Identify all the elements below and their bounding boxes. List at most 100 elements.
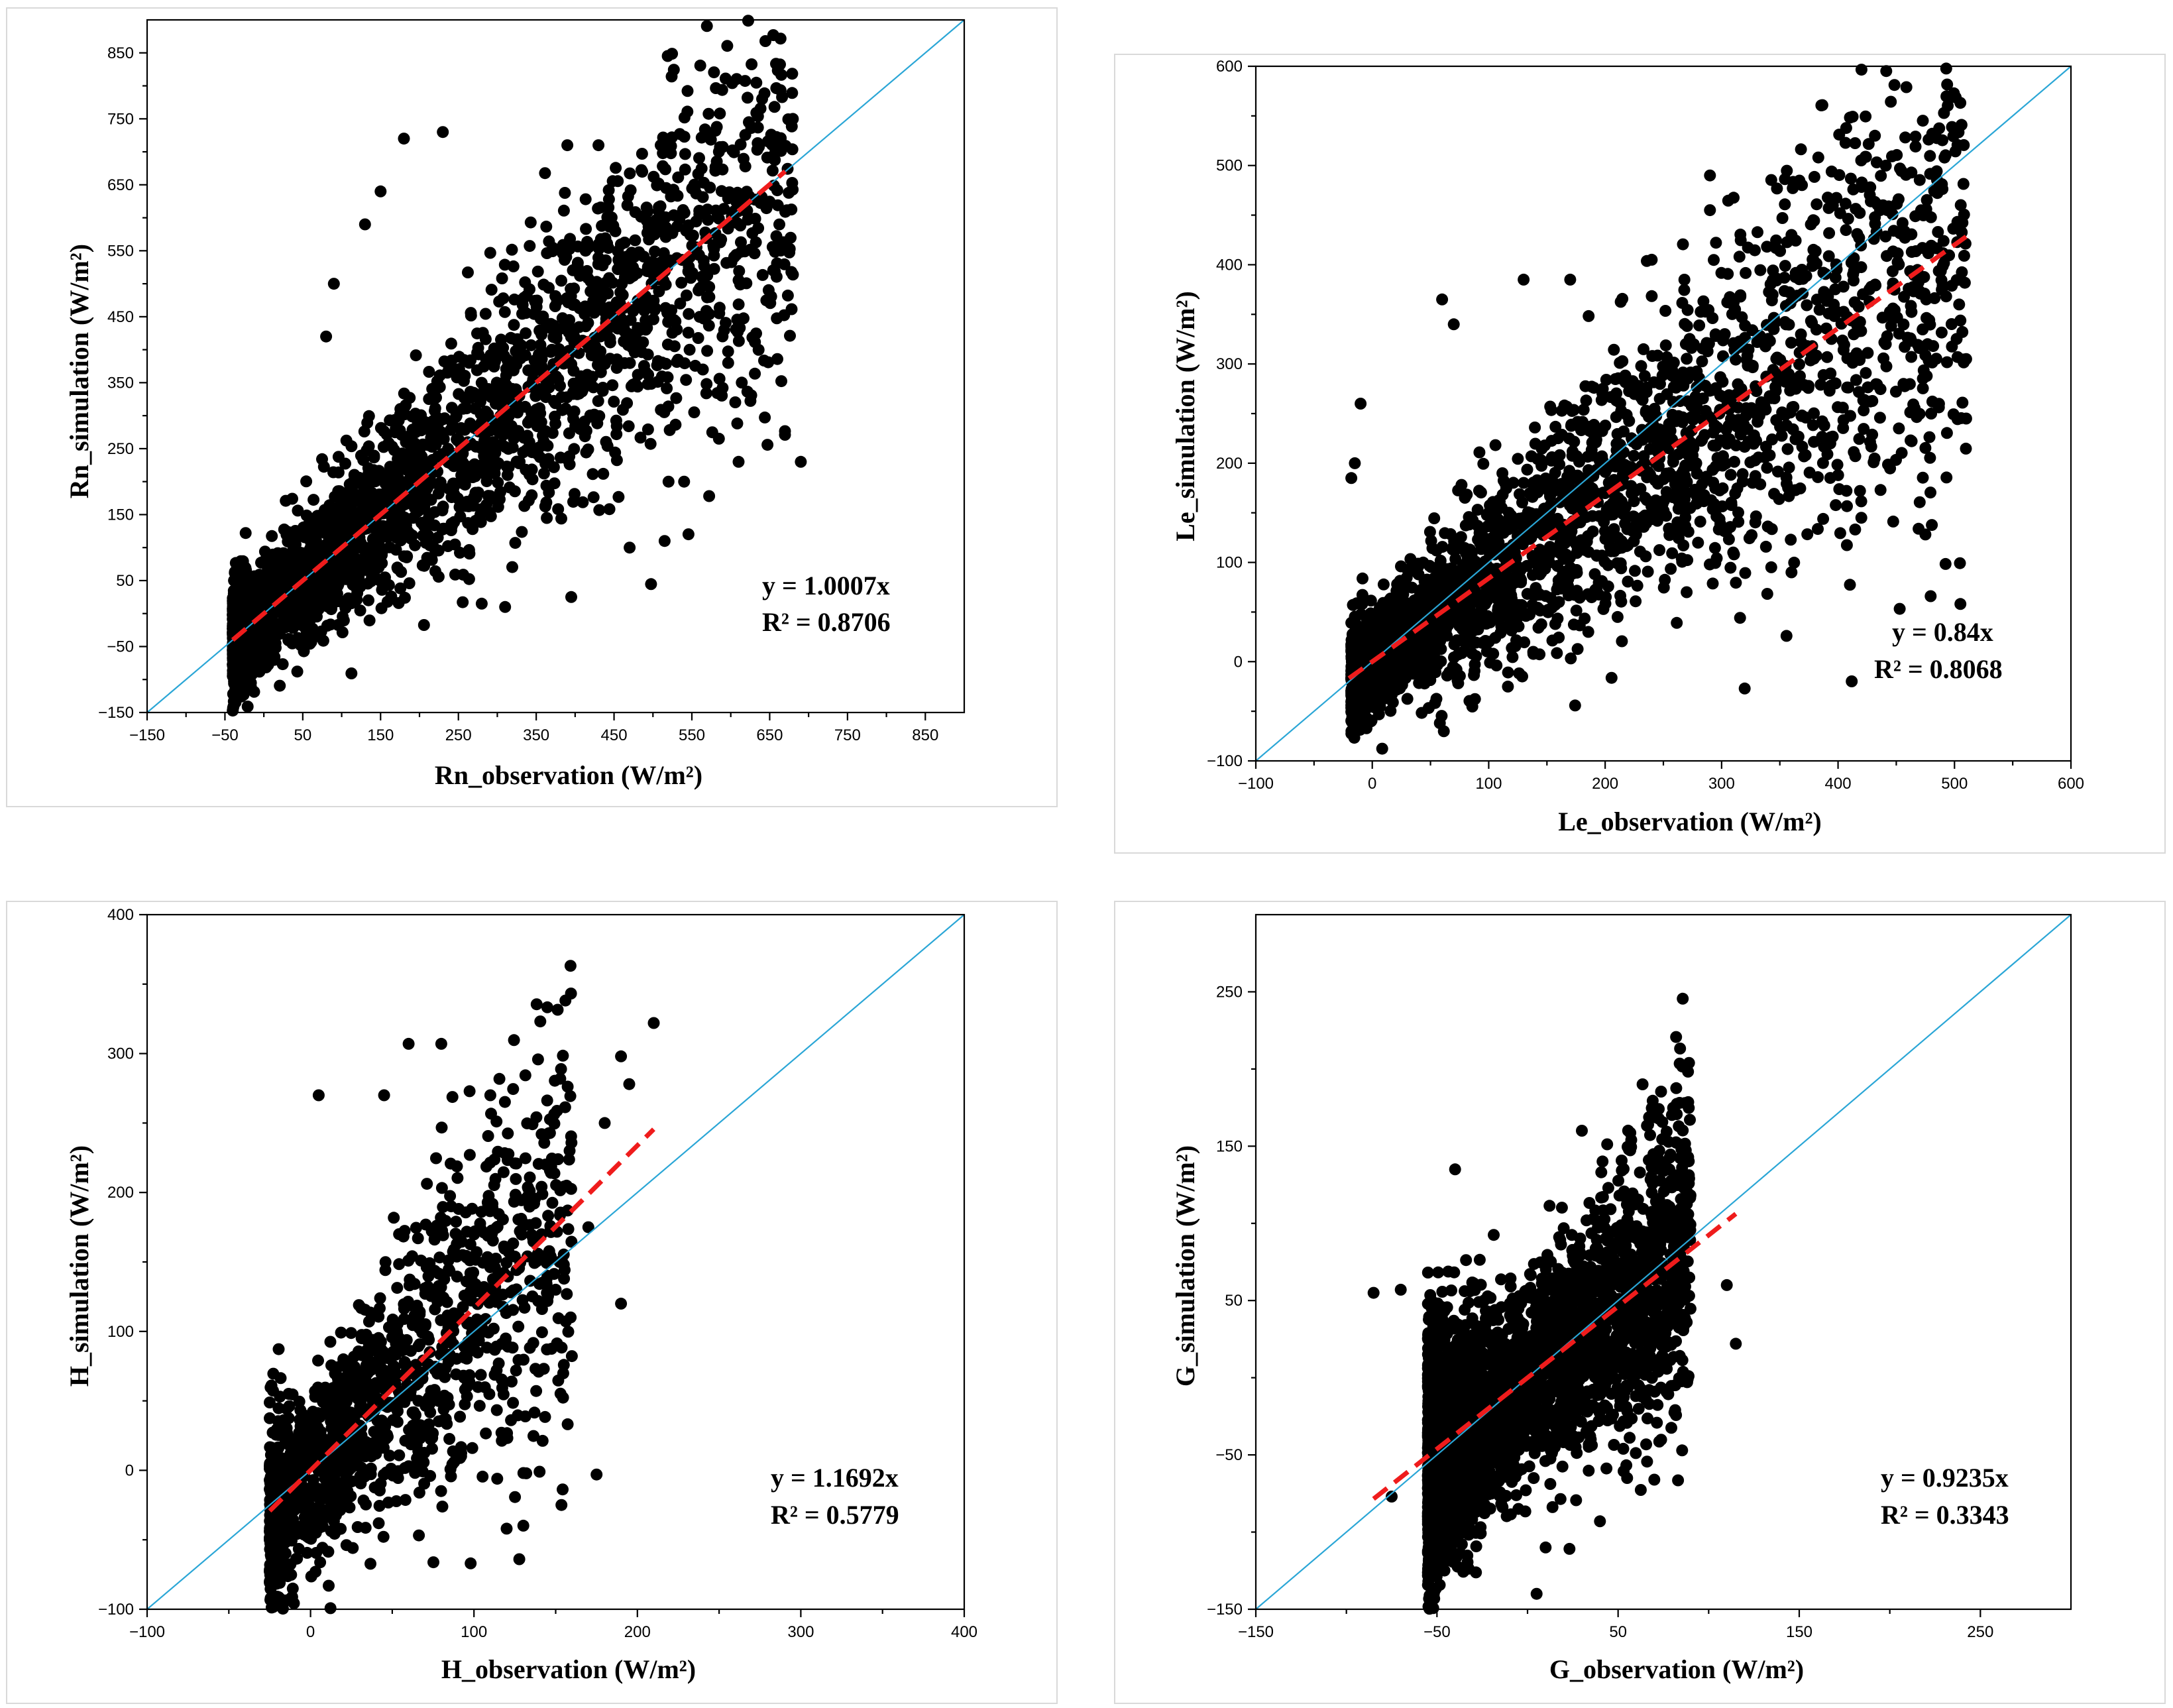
le-data-point [1512, 453, 1524, 465]
le-data-point [1357, 572, 1368, 585]
rn-data-point [331, 536, 344, 549]
rn-data-point [478, 382, 490, 394]
rn-data-point [479, 333, 492, 345]
rn-data-point [579, 308, 591, 320]
le-data-point [1638, 370, 1651, 382]
le-data-point [1893, 422, 1905, 435]
rn-data-point [402, 451, 415, 463]
rn-data-point [602, 184, 615, 196]
rn-x-tick-label: 50 [294, 726, 312, 744]
rn-data-point [647, 170, 660, 183]
rn-data-point [778, 309, 791, 321]
rn-x-tick-label: 150 [367, 726, 394, 744]
rn-data-point [539, 500, 551, 512]
le-data-point [1940, 471, 1953, 484]
rn-data-point [661, 382, 673, 394]
rn-regression-line [231, 169, 787, 642]
rn-data-point [774, 58, 786, 71]
le-data-point [1724, 561, 1737, 574]
le-data-point [1566, 449, 1579, 462]
rn-data-point [537, 278, 550, 291]
rn-data-point [760, 294, 773, 307]
rn-data-point [354, 604, 366, 617]
le-data-point [1348, 732, 1361, 744]
rn-data-point [458, 392, 471, 404]
rn-y-tick-label: 650 [107, 176, 134, 194]
rn-data-point [550, 332, 563, 345]
le-data-point [1502, 666, 1514, 679]
le-data-point [1730, 577, 1742, 589]
le-data-point [1776, 212, 1789, 224]
rn-data-point [249, 647, 260, 659]
rn-data-point [411, 439, 423, 452]
le-data-point [1834, 527, 1846, 540]
le-data-point [1708, 419, 1721, 431]
le-data-point [1852, 300, 1865, 313]
rn-data-point [678, 475, 691, 488]
rn-y-tick-label: 350 [107, 374, 134, 392]
rn-data-point [300, 509, 313, 522]
rn-data-point [713, 307, 726, 319]
le-data-point [1761, 588, 1773, 600]
rn-data-point [353, 574, 365, 587]
le-data-point [1779, 198, 1791, 211]
rn-data-point [419, 485, 432, 498]
rn-data-point [690, 187, 702, 199]
rn-data-point [653, 201, 665, 213]
rn-data-point [749, 367, 761, 380]
le-data-point [1898, 290, 1911, 303]
rn-data-point [716, 84, 728, 96]
rn-data-point [674, 297, 687, 310]
rn-data-point [531, 385, 543, 398]
le-data-point [1425, 655, 1437, 668]
le-data-point [1842, 213, 1854, 225]
le-data-point [1847, 268, 1860, 281]
rn-data-point [756, 268, 769, 281]
rn-data-point [672, 353, 685, 366]
rn-data-point [274, 679, 286, 692]
rn-data-point [592, 202, 604, 215]
rn-data-point [740, 277, 753, 290]
le-data-point [1597, 602, 1610, 615]
rn-data-point [496, 272, 508, 284]
le-data-point [1673, 532, 1685, 544]
rn-data-point [237, 555, 249, 567]
rn-data-point [239, 583, 252, 596]
rn-data-point [376, 583, 388, 596]
rn-data-point [636, 148, 648, 160]
rn-data-point [795, 455, 807, 468]
rn-data-point [622, 420, 635, 433]
le-data-point [1619, 369, 1632, 382]
rn-data-point [612, 175, 624, 188]
rn-data-point [722, 192, 734, 205]
rn-data-point [291, 665, 304, 678]
rn-data-point [722, 345, 734, 358]
le-data-point [1879, 230, 1892, 243]
rn-data-point [535, 328, 548, 341]
rn-data-point [604, 336, 616, 349]
le-data-point [1365, 595, 1377, 607]
le-data-point [1783, 368, 1795, 380]
le-data-point [1849, 523, 1862, 536]
le-data-point [1779, 260, 1791, 272]
rn-data-point [432, 571, 445, 583]
rn-data-point [559, 187, 571, 199]
le-data-point [1860, 150, 1872, 163]
le-data-point [1489, 439, 1502, 451]
rn-data-point [351, 593, 363, 606]
rn-data-point [778, 258, 791, 270]
rn-data-point [458, 374, 470, 387]
rn-data-point [469, 458, 481, 471]
le-data-point [1628, 449, 1640, 462]
le-data-point [1706, 577, 1719, 590]
le-data-point [1951, 139, 1964, 151]
rn-data-point [280, 548, 293, 561]
rn-data-point [336, 626, 349, 638]
rn-data-point [227, 705, 239, 717]
rn-data-point [472, 341, 484, 354]
rn-data-point [363, 477, 376, 490]
rn-data-point [606, 276, 619, 289]
rn-data-point [729, 396, 742, 408]
rn-data-point [620, 251, 633, 263]
rn-data-point [731, 417, 744, 429]
